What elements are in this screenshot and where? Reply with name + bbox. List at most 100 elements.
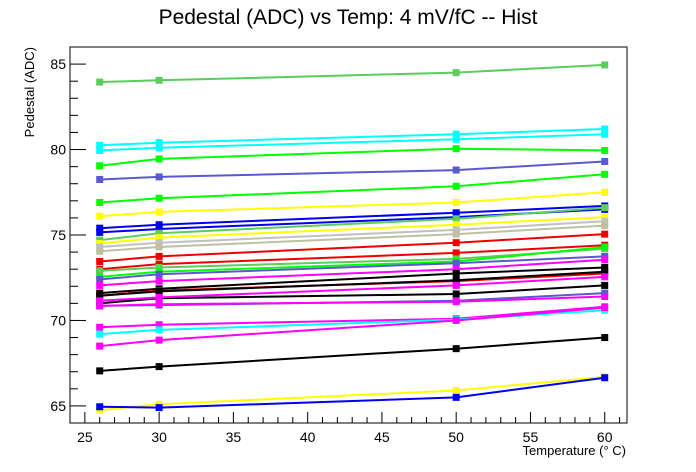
data-point <box>155 252 163 260</box>
data-point <box>452 221 460 229</box>
data-point <box>601 230 609 238</box>
data-point <box>96 281 104 289</box>
data-point <box>155 239 163 247</box>
series-7 <box>96 188 609 220</box>
data-point <box>155 277 163 285</box>
data-point <box>601 217 609 225</box>
data-point <box>452 249 460 257</box>
data-point <box>155 234 163 242</box>
data-point <box>155 287 163 295</box>
data-point <box>601 281 609 289</box>
data-point <box>155 194 163 202</box>
data-point <box>155 155 163 163</box>
data-point <box>452 387 460 395</box>
data-point <box>452 298 460 306</box>
series-32 <box>96 374 609 412</box>
x-tick-label: 35 <box>226 429 242 445</box>
data-point <box>452 345 460 353</box>
data-point <box>601 374 609 382</box>
data-point <box>601 222 609 230</box>
data-point <box>452 145 460 153</box>
data-point <box>601 263 609 271</box>
series-line <box>99 258 605 287</box>
series-4 <box>96 145 609 170</box>
series-line <box>99 275 605 302</box>
data-point <box>452 69 460 77</box>
data-point <box>96 302 104 310</box>
series-line <box>99 266 605 295</box>
data-point <box>601 146 609 154</box>
data-point <box>96 403 104 411</box>
series-line <box>99 306 605 348</box>
data-point <box>601 188 609 196</box>
series-29 <box>96 304 609 350</box>
data-point <box>601 304 609 312</box>
data-point <box>96 323 104 331</box>
x-tick-label: 55 <box>523 429 539 445</box>
data-point <box>601 293 609 301</box>
series-30 <box>96 334 609 375</box>
chart-title: Pedestal (ADC) vs Temp: 4 mV/fC -- Hist <box>159 6 538 29</box>
series-line <box>99 147 605 167</box>
data-point <box>155 293 163 301</box>
data-point <box>452 281 460 289</box>
data-point <box>155 221 163 229</box>
data-point <box>96 243 104 251</box>
data-point <box>96 175 104 183</box>
data-point <box>96 297 104 305</box>
series-line <box>99 173 605 204</box>
data-point <box>452 135 460 143</box>
data-point <box>96 342 104 350</box>
data-point <box>155 321 163 329</box>
data-point <box>452 290 460 298</box>
data-point <box>96 330 104 338</box>
data-point <box>155 229 163 237</box>
series-line <box>99 244 605 271</box>
series-line <box>99 128 605 147</box>
data-point <box>452 209 460 217</box>
axes: 25 30 35 40 45 50 55 60 65 70 75 80 85 <box>50 46 621 445</box>
data-point <box>96 78 104 86</box>
data-point <box>452 166 460 174</box>
data-point <box>452 269 460 277</box>
series-12 <box>96 217 609 251</box>
data-point <box>96 275 104 283</box>
data-point <box>155 336 163 344</box>
x-tick-label: 50 <box>448 429 464 445</box>
data-point <box>96 162 104 170</box>
data-point <box>452 259 460 267</box>
series-8 <box>96 202 609 232</box>
data-point <box>452 230 460 238</box>
data-point <box>601 61 609 69</box>
y-tick-label: 80 <box>50 142 66 158</box>
series-line <box>99 191 605 218</box>
series-line <box>99 295 605 307</box>
data-point <box>155 173 163 181</box>
series-line <box>99 160 605 181</box>
series-26 <box>96 293 609 310</box>
series-line <box>99 255 605 281</box>
data-point <box>96 292 104 300</box>
data-point <box>452 226 460 234</box>
x-tick-label: 45 <box>374 429 390 445</box>
series-line <box>99 336 605 372</box>
series-3 <box>96 130 609 154</box>
series-line <box>99 233 605 263</box>
data-point <box>452 276 460 284</box>
data-point <box>601 170 609 178</box>
series-5 <box>96 158 609 183</box>
x-tick-label: 30 <box>151 429 167 445</box>
data-point <box>96 199 104 207</box>
series-24 <box>96 273 609 305</box>
series-line <box>99 246 605 278</box>
y-tick-label: 75 <box>50 227 66 243</box>
data-point <box>96 224 104 232</box>
x-tick-label: 25 <box>77 429 93 445</box>
series-line <box>99 375 605 412</box>
y-tick-label: 65 <box>50 398 66 414</box>
data-point <box>601 334 609 342</box>
data-point <box>601 273 609 281</box>
data-point <box>96 146 104 154</box>
series-13 <box>96 222 609 255</box>
